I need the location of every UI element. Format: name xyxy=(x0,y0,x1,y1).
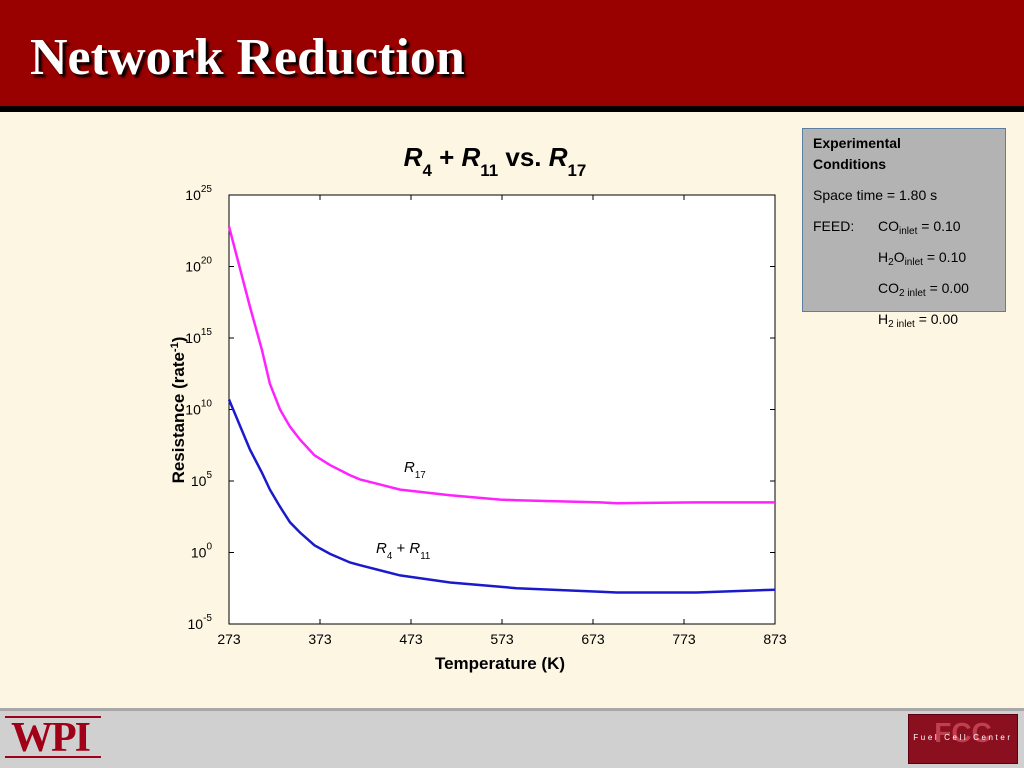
y-axis-label-part: Resistance (rate xyxy=(169,352,188,483)
annotation-part: R xyxy=(376,540,387,557)
y-tick-label: 1025 xyxy=(185,184,212,203)
x-tick-label: 373 xyxy=(308,631,332,647)
y-tick-base: 10 xyxy=(191,473,207,489)
chart-title-part: R xyxy=(462,142,481,172)
text-part: inlet xyxy=(899,226,918,237)
annotation: R4 + R11 xyxy=(376,540,430,562)
footer-band xyxy=(0,708,1024,768)
annotation-part: 4 xyxy=(387,551,393,562)
y-tick-base: 10 xyxy=(185,187,201,203)
slide-title: Network Reduction xyxy=(30,29,465,86)
y-axis-label: Resistance (rate-1) xyxy=(169,337,188,484)
y-tick-label: 100 xyxy=(191,542,213,561)
space-time: Space time = 1.80 s xyxy=(813,187,938,203)
y-axis-label-part: ) xyxy=(169,337,188,343)
text-part: H xyxy=(878,311,889,327)
wpi-logo: WPI xyxy=(5,712,101,762)
x-tick-label: 673 xyxy=(581,631,605,647)
series-line xyxy=(227,399,776,594)
y-tick-base: 10 xyxy=(185,330,201,346)
feed-row: CO2 inlet = 0.00 xyxy=(878,280,969,299)
chart-title-part: 4 xyxy=(422,161,432,180)
text-part: inlet xyxy=(904,257,923,268)
y-tick-base: 10 xyxy=(185,259,201,275)
header-band xyxy=(0,0,1024,106)
x-tick-label: 473 xyxy=(399,631,423,647)
conditions-box: Experimental Conditions Space time = 1.8… xyxy=(802,128,1006,330)
x-tick-label: 573 xyxy=(490,631,514,647)
x-tick-label: 873 xyxy=(763,631,787,647)
y-tick-base: 10 xyxy=(185,402,201,418)
annotation-part: + xyxy=(392,540,409,557)
y-tick-label: 1010 xyxy=(185,399,212,418)
annotation-part: 17 xyxy=(415,470,426,481)
y-tick-label: 1020 xyxy=(185,256,212,275)
y-tick-exponent: 25 xyxy=(201,184,213,195)
y-tick-label: 1015 xyxy=(185,327,212,346)
text-part: = 0.10 xyxy=(922,249,967,265)
chart-title-part: + xyxy=(432,142,462,172)
y-tick-exponent: 0 xyxy=(206,542,212,553)
annotation-part: 11 xyxy=(420,551,430,562)
x-tick-label: 773 xyxy=(672,631,696,647)
feed-row: H2Oinlet = 0.10 xyxy=(878,249,966,268)
y-tick-label: 105 xyxy=(191,470,213,489)
feed-row: COinlet = 0.10 xyxy=(878,218,961,237)
y-tick-exponent: -5 xyxy=(203,613,212,624)
y-tick-base: 10 xyxy=(191,545,207,561)
plot-area xyxy=(228,194,776,625)
text-part: 2 inlet xyxy=(888,319,915,330)
text-part: 2 inlet xyxy=(899,288,926,299)
x-axis-label: Temperature (K) xyxy=(435,654,565,673)
x-tick-label: 273 xyxy=(217,631,241,647)
y-tick-exponent: 20 xyxy=(201,256,213,267)
chart-title-part: vs. xyxy=(498,142,549,172)
fcc-logo: FCC Fuel Cell Center xyxy=(908,714,1018,764)
text-part: CO xyxy=(878,280,899,296)
series-line xyxy=(227,226,775,505)
text-part: = 0.00 xyxy=(925,280,969,296)
text-part: = 0.10 xyxy=(917,218,961,234)
chart-title-part: R xyxy=(549,142,568,172)
annotation-part: R xyxy=(409,540,420,557)
y-tick-label: 10-5 xyxy=(188,613,213,632)
text-part: CO xyxy=(878,218,899,234)
text-part: 2 xyxy=(888,257,894,268)
conditions-title: Conditions xyxy=(813,156,887,172)
logo-text: FCC xyxy=(934,717,992,748)
text-part: O xyxy=(893,249,905,265)
logo-text: WPI xyxy=(11,715,91,761)
chart-title: R4 + R11 vs. R17 xyxy=(404,142,587,180)
conditions-title: Experimental xyxy=(813,135,901,151)
y-tick-exponent: 10 xyxy=(201,399,213,410)
logo-caption: Fuel Cell Center xyxy=(913,733,1013,742)
y-tick-exponent: 5 xyxy=(206,470,212,481)
chart-title-part: 11 xyxy=(480,161,498,180)
y-tick-base: 10 xyxy=(188,616,204,632)
chart-title-part: 17 xyxy=(568,161,587,180)
text-part: H xyxy=(878,249,889,265)
feed-row: H2 inlet = 0.00 xyxy=(878,311,958,330)
feed-label: FEED: xyxy=(813,218,855,234)
annotation: R17 xyxy=(404,459,426,481)
text-part: = 0.00 xyxy=(914,311,959,327)
header-rule xyxy=(0,106,1024,112)
y-axis-label-part: -1 xyxy=(169,342,181,352)
y-tick-exponent: 15 xyxy=(201,327,213,338)
chart-title-part: R xyxy=(404,142,423,172)
annotation-part: R xyxy=(404,459,415,476)
